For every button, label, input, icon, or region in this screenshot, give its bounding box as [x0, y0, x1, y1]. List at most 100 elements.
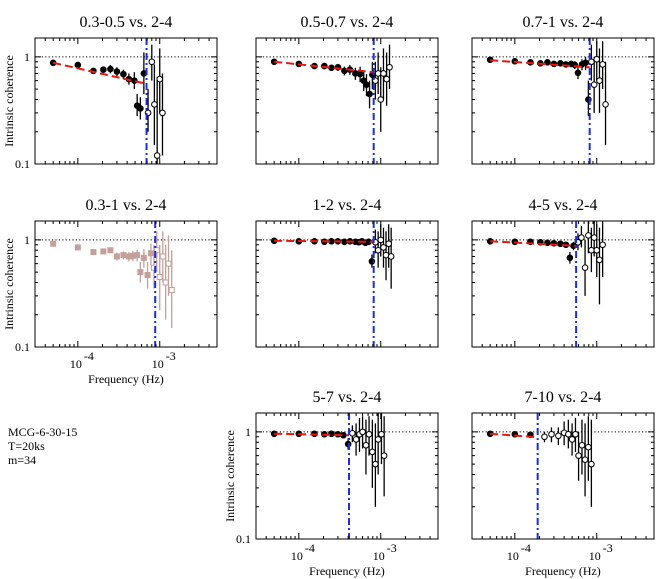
x-tick-label-exponent: -3: [603, 541, 613, 555]
x-tick-label-exponent: -4: [305, 541, 315, 555]
data-point: [578, 441, 586, 449]
plot-frame: [255, 37, 439, 165]
data-point: [572, 430, 579, 438]
x-tick-label: 10: [373, 549, 385, 563]
panel-title: 0.3-0.5 vs. 2-4: [80, 14, 173, 31]
data-point: [362, 441, 370, 449]
data-point: [147, 250, 154, 257]
data-point: [120, 252, 127, 259]
data-point: [366, 90, 373, 98]
data-point: [380, 244, 387, 251]
y-tick-label: 0.1: [15, 157, 30, 171]
y-axis-label: Intrinsic coherence: [2, 55, 16, 147]
plot-area: [486, 221, 606, 347]
x-tick-label-exponent: -3: [387, 541, 397, 555]
model-line: [274, 239, 374, 243]
plot-area: [270, 38, 393, 164]
data-point: [369, 448, 376, 456]
data-point: [593, 55, 601, 63]
data-point: [574, 69, 582, 77]
data-point: [599, 61, 606, 68]
data-point: [144, 271, 151, 278]
data-point: [581, 456, 589, 463]
x-tick-label-exponent: -4: [521, 541, 531, 555]
data-point: [565, 430, 572, 438]
data-point: [159, 253, 166, 260]
data-point: [151, 101, 158, 108]
panel-title: 0.3-1 vs. 2-4: [86, 197, 167, 214]
data-point: [74, 61, 82, 69]
plot-frame: [471, 220, 655, 348]
data-point: [374, 246, 382, 254]
panel-5: 1-2 vs. 2-4: [255, 197, 439, 348]
panel-title: 5-7 vs. 2-4: [313, 389, 382, 406]
plot-frame: [34, 220, 218, 348]
data-point: [374, 70, 382, 77]
note-segments: m=34: [8, 453, 37, 467]
data-point: [568, 436, 576, 443]
data-point: [566, 254, 574, 262]
data-point: [153, 247, 160, 254]
plot-area: [50, 221, 175, 347]
data-point: [165, 260, 172, 267]
data-point: [150, 264, 157, 271]
x-tick-label: 10: [589, 549, 601, 563]
data-point: [349, 429, 356, 437]
x-axis-label: Frequency (Hz): [525, 564, 601, 578]
data-point: [137, 105, 144, 112]
x-tick-label: 10: [291, 549, 303, 563]
x-axis-label: Frequency (Hz): [88, 372, 164, 386]
data-point: [596, 77, 603, 84]
plot-area: [49, 38, 166, 164]
data-point: [162, 279, 169, 286]
data-point: [590, 81, 598, 88]
data-point: [380, 452, 388, 459]
plot-frame: [255, 412, 439, 540]
panel-title: 0.5-0.7 vs. 2-4: [301, 14, 394, 31]
data-point: [100, 248, 107, 255]
data-point: [113, 68, 121, 75]
data-point: [356, 70, 364, 78]
data-point: [148, 58, 156, 66]
data-point: [140, 254, 147, 261]
y-tick-label: 1: [24, 233, 30, 247]
plot-frame: [34, 37, 218, 165]
data-point: [156, 75, 164, 83]
data-point: [377, 236, 385, 244]
model-line: [490, 240, 577, 247]
data-point: [555, 432, 562, 440]
model-line: [52, 61, 147, 85]
data-point: [159, 109, 166, 117]
x-tick-label-exponent: -3: [166, 349, 176, 363]
data-point: [541, 433, 548, 441]
data-point: [153, 152, 161, 159]
panel-title: 0.7-1 vs. 2-4: [523, 14, 604, 31]
model-line: [490, 59, 590, 69]
x-tick-label: 10: [152, 357, 164, 371]
note-source-name: MCG-6-30-15: [8, 425, 78, 439]
data-point: [602, 101, 609, 108]
data-point: [385, 240, 392, 248]
data-point: [90, 249, 97, 256]
data-point: [50, 240, 57, 247]
data-point: [120, 70, 127, 78]
panel-title: 4-5 vs. 2-4: [529, 197, 598, 214]
plot-frame: [471, 37, 655, 165]
data-point: [168, 287, 175, 294]
note-exposure: T=20ks: [8, 439, 45, 453]
data-point: [585, 443, 592, 451]
data-point: [593, 246, 601, 254]
data-point: [137, 269, 144, 276]
model-line: [490, 432, 538, 439]
data-point: [134, 252, 141, 259]
plot-area: [486, 413, 595, 539]
data-point: [585, 232, 592, 239]
x-tick-label: 10: [70, 357, 82, 371]
data-point: [352, 436, 360, 443]
data-point: [377, 96, 385, 103]
data-point: [374, 436, 382, 443]
data-point: [386, 63, 393, 71]
